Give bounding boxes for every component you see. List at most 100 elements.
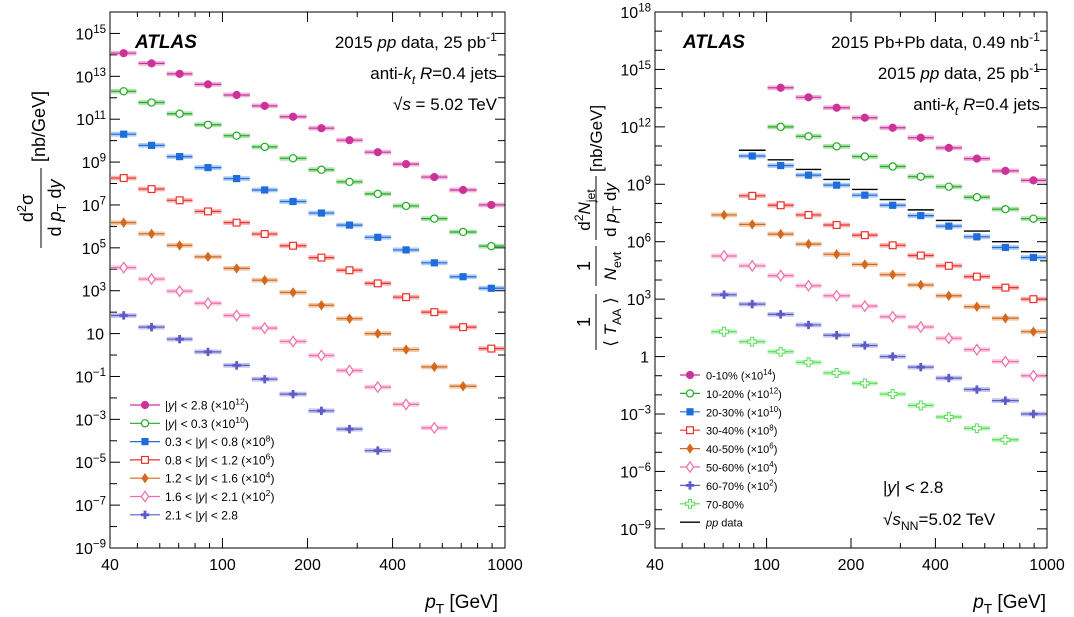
- legend-marker: [685, 389, 695, 398]
- legend-marker: [140, 419, 150, 428]
- data-point: [945, 290, 953, 301]
- data-point: [487, 344, 496, 353]
- data-point: [775, 346, 786, 357]
- data-point: [147, 185, 156, 194]
- data-point: [203, 80, 213, 89]
- data-point: [288, 335, 298, 348]
- data-point: [804, 238, 813, 250]
- y-tick-label: 109: [82, 153, 106, 172]
- y-tick-label: 107: [82, 196, 106, 215]
- data-point: [374, 328, 382, 339]
- data-point: [175, 69, 184, 78]
- x-tick-label: 100: [753, 557, 780, 574]
- data-point: [430, 308, 439, 317]
- data-point: [972, 385, 982, 394]
- series-6: [111, 261, 448, 435]
- data-point: [804, 171, 813, 179]
- data-point: [1029, 295, 1038, 304]
- data-point: [972, 343, 982, 356]
- data-point: [345, 221, 354, 229]
- data-point: [175, 109, 184, 118]
- legend-label: 70-80%: [706, 499, 744, 511]
- data-point: [748, 219, 756, 230]
- data-point: [776, 122, 785, 132]
- data-point: [260, 230, 269, 239]
- data-point: [776, 83, 785, 92]
- y-axis-title-numerator: d2σ: [14, 194, 37, 222]
- legend-marker: [140, 400, 150, 410]
- y-axis-title-nevt-denominator: Nevt: [601, 251, 624, 280]
- legend-label: 0.3 < |y| < 0.8 (×108): [165, 433, 274, 449]
- data-point: [944, 261, 953, 270]
- data-point: [1001, 243, 1009, 252]
- data-point: [288, 112, 298, 121]
- data-point: [260, 321, 270, 335]
- data-point: [374, 233, 382, 241]
- series-6: [711, 249, 1046, 382]
- annotation-dataset: 2015 pp data, 25 pb-1: [335, 30, 497, 52]
- series-7: [111, 311, 391, 455]
- data-point: [203, 297, 213, 310]
- data-point: [459, 323, 468, 332]
- y-axis-title-unit: [nb/GeV]: [29, 91, 49, 162]
- data-point: [430, 214, 439, 223]
- data-point: [175, 196, 184, 205]
- data-point: [289, 287, 297, 298]
- data-point: [317, 253, 326, 262]
- data-point: [203, 207, 212, 216]
- legend-label: 2.1 < |y| < 2.8: [165, 508, 238, 522]
- data-point: [917, 212, 925, 220]
- data-point: [345, 424, 354, 434]
- data-point: [973, 301, 981, 312]
- data-point: [888, 241, 897, 250]
- legend-marker: [685, 481, 695, 490]
- y-axis-title-denominator: d pT dy: [601, 182, 624, 237]
- y-tick-label: 1012: [620, 117, 651, 136]
- legend-label: 40-50% (×106): [706, 442, 777, 456]
- data-point: [147, 272, 156, 286]
- annotation-energy: √s = 5.02 TeV: [393, 95, 498, 114]
- data-point: [832, 331, 841, 340]
- y-tick-label: 10−3: [75, 410, 106, 429]
- series-5: [111, 217, 477, 392]
- data-point: [119, 261, 129, 274]
- annotation-algorithm: anti-kt R=0.4 jets: [370, 64, 497, 87]
- y-axis-title-denominator: d pT dy: [45, 179, 69, 237]
- data-point: [831, 368, 842, 378]
- data-point: [401, 160, 411, 169]
- legend-label-pp: pp data: [705, 518, 744, 530]
- data-point: [261, 186, 269, 194]
- x-tick-label: 1000: [1029, 557, 1065, 574]
- data-point: [232, 131, 241, 140]
- data-point: [289, 241, 298, 250]
- data-point: [916, 251, 925, 260]
- data-point: [147, 322, 156, 332]
- data-point: [748, 299, 757, 309]
- data-point: [288, 154, 298, 163]
- data-point: [176, 240, 184, 251]
- data-point: [889, 201, 897, 209]
- data-point: [720, 209, 728, 221]
- data-point: [345, 136, 354, 145]
- data-point: [1001, 283, 1010, 292]
- data-point: [373, 446, 382, 455]
- data-point: [1029, 176, 1038, 185]
- data-point: [747, 336, 758, 347]
- legend-label: 0.8 < |y| < 1.2 (×106): [165, 452, 274, 468]
- data-point: [719, 326, 729, 337]
- x-tick-label: 40: [101, 557, 119, 574]
- series-7: [711, 290, 1046, 419]
- data-point: [402, 246, 410, 254]
- y-tick-label: 106: [627, 232, 651, 251]
- data-point: [833, 181, 841, 189]
- y-axis-title-taa-denominator: ⟨ TAA ⟩: [601, 297, 624, 346]
- legend-right: 0-10% (×1014) 10-20% (×1012) 20-30% (×1010…: [680, 368, 782, 530]
- data-point: [459, 381, 467, 392]
- y-tick-label: 1011: [76, 110, 106, 129]
- y-tick-label: 109: [627, 175, 651, 194]
- data-point: [803, 357, 814, 368]
- legend-marker: [686, 443, 694, 454]
- data-point: [1029, 409, 1038, 419]
